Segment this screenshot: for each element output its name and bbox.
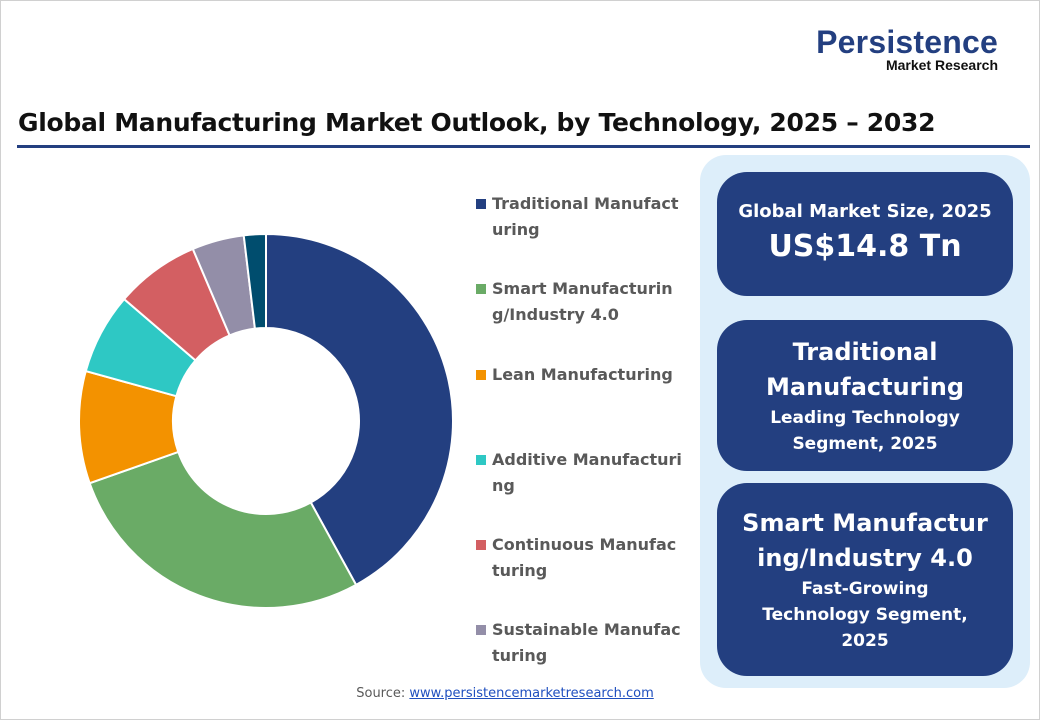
chart-title: Global Manufacturing Market Outlook, by …: [18, 108, 936, 137]
legend-label: Smart Manufacturing/Industry 4.0: [492, 279, 673, 324]
market-size-label: Global Market Size, 2025: [738, 201, 992, 222]
legend-item: Continuous Manufacturing: [476, 532, 686, 584]
legend-swatch: [476, 284, 486, 294]
legend-swatch: [476, 199, 486, 209]
legend-swatch: [476, 455, 486, 465]
legend-label: Continuous Manufacturing: [492, 535, 677, 580]
legend-swatch: [476, 370, 486, 380]
legend-swatch: [476, 625, 486, 635]
legend-item: Smart Manufacturing/Industry 4.0: [476, 276, 686, 328]
donut-slice-traditional-manufacturing: [265, 232, 454, 587]
donut-slice-other: [242, 232, 267, 330]
fastest-segment-desc: Fast-Growing Technology Segment, 2025: [762, 578, 968, 651]
legend-item: Additive Manufacturing: [476, 447, 686, 499]
title-underline: [17, 145, 1030, 148]
leading-segment-name: Traditional Manufacturing: [766, 337, 964, 401]
legend-item: Lean Manufacturing: [476, 362, 686, 388]
legend-swatch: [476, 540, 486, 550]
donut-chart: [78, 232, 454, 609]
legend-label: Traditional Manufacturing: [492, 194, 679, 239]
fastest-segment-card: Smart Manufacturing/Industry 4.0 Fast-Gr…: [717, 483, 1013, 676]
leading-segment-card: Traditional Manufacturing Leading Techno…: [717, 320, 1013, 471]
logo-line1: Persistence: [816, 24, 998, 60]
source-link[interactable]: www.persistencemarketresearch.com: [409, 686, 654, 701]
source-note: Source: www.persistencemarketresearch.co…: [0, 686, 1010, 701]
legend-item: Sustainable Manufacturing: [476, 617, 686, 669]
fastest-segment-name: Smart Manufacturing/Industry 4.0: [742, 508, 988, 572]
donut-slice-smart-manufacturing-industry-4-0: [88, 450, 358, 609]
leading-segment-desc: Leading Technology Segment, 2025: [770, 407, 960, 454]
legend-label: Additive Manufacturing: [492, 450, 682, 495]
legend-label: Sustainable Manufacturing: [492, 620, 681, 665]
market-size-value: US$14.8 Tn: [768, 229, 962, 264]
legend-label: Lean Manufacturing: [492, 365, 673, 384]
logo: Persistence Market Research: [798, 26, 998, 72]
market-size-card: Global Market Size, 2025 US$14.8 Tn: [717, 172, 1013, 296]
logo-line2: Market Research: [885, 57, 998, 73]
legend-item: Traditional Manufacturing: [476, 191, 686, 243]
source-label: Source:: [356, 686, 406, 701]
